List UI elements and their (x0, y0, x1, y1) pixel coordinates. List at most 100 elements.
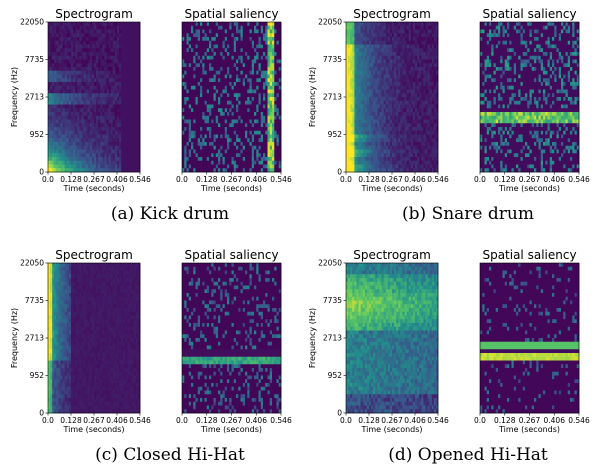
heatmap-cell (274, 67, 277, 72)
heatmap-cell (231, 82, 235, 87)
heatmap-cell (242, 93, 246, 98)
heatmap-cell (354, 123, 357, 128)
heatmap-cell (408, 59, 412, 64)
panel-title: Spectrogram (353, 7, 431, 21)
heatmap-cell (209, 142, 212, 147)
heatmap-cell (356, 85, 359, 90)
heatmap-cell (73, 85, 76, 90)
heatmap-cell (352, 44, 355, 49)
heatmap-cell (211, 37, 214, 42)
heatmap-cell (247, 48, 250, 53)
heatmap-cell (389, 55, 393, 60)
heatmap-cell (364, 52, 368, 57)
heatmap-cell (274, 115, 277, 120)
heatmap-cell (240, 157, 244, 162)
heatmap-cell (58, 127, 61, 132)
heatmap-cell (245, 138, 248, 143)
heatmap-cell (425, 70, 428, 75)
heatmap-cell (58, 97, 61, 102)
heatmap-cell (272, 33, 275, 38)
heatmap-cell (75, 29, 78, 34)
heatmap-cell (50, 153, 53, 158)
heatmap-cell (400, 33, 403, 38)
heatmap-cell (383, 44, 387, 49)
heatmap-cell (133, 160, 137, 165)
heatmap-cell (127, 52, 130, 57)
heatmap-cell (256, 59, 259, 64)
heatmap-cell (137, 157, 141, 162)
heatmap-cell (100, 138, 103, 143)
heatmap-cell (100, 55, 103, 60)
heatmap-cell (276, 48, 280, 53)
heatmap-cell (220, 67, 223, 72)
heatmap-cell (191, 37, 194, 42)
heatmap-cell (369, 74, 372, 79)
heatmap-cell (62, 164, 66, 169)
heatmap-cell (117, 168, 120, 173)
heatmap-cell (73, 112, 76, 117)
heatmap-cell (112, 48, 116, 53)
heatmap-cell (100, 40, 103, 45)
heatmap-cell (233, 123, 237, 128)
heatmap-cell (278, 108, 282, 113)
heatmap-cell (129, 29, 132, 34)
heatmap-cell (108, 59, 112, 64)
heatmap-cell (64, 59, 68, 64)
heatmap-cell (211, 33, 214, 38)
heatmap-cell (220, 63, 223, 68)
heatmap-cell (236, 130, 239, 135)
heatmap-cell (406, 127, 410, 132)
heatmap-cell (375, 44, 378, 49)
heatmap-cell (402, 74, 405, 79)
heatmap-cell (231, 134, 235, 139)
heatmap-cell (433, 89, 437, 94)
heatmap-cell (433, 55, 437, 60)
heatmap-cell (412, 74, 416, 79)
heatmap-cell (260, 22, 264, 27)
heatmap-cell (56, 104, 59, 109)
heatmap-cell (96, 164, 99, 169)
heatmap-cell (410, 37, 414, 42)
heatmap-cell (121, 25, 124, 30)
heatmap-cell (188, 115, 192, 120)
heatmap-cell (231, 108, 235, 113)
heatmap-cell (85, 119, 89, 124)
heatmap-cell (191, 29, 194, 34)
heatmap-cell (224, 100, 228, 105)
heatmap-cell (135, 85, 139, 90)
heatmap-cell (125, 48, 128, 53)
heatmap-cell (364, 104, 368, 109)
heatmap-cell (79, 78, 82, 83)
heatmap-cell (251, 37, 255, 42)
heatmap-cell (254, 108, 257, 113)
heatmap-cell (94, 89, 97, 94)
heatmap-cell (81, 85, 84, 90)
heatmap-cell (231, 145, 235, 150)
heatmap-cell (137, 37, 141, 42)
heatmap-cell (371, 25, 374, 30)
heatmap-cell (87, 52, 91, 57)
heatmap-cell (263, 40, 266, 45)
heatmap-cell (383, 93, 387, 98)
heatmap-cell (64, 22, 68, 27)
heatmap-cell (431, 82, 435, 87)
heatmap-cell (362, 115, 366, 120)
heatmap-cell (112, 52, 116, 57)
heatmap-cell (98, 142, 101, 147)
heatmap-cell (348, 63, 351, 68)
heatmap-cell (415, 25, 418, 30)
heatmap-cell (346, 112, 349, 117)
heatmap-cell (404, 63, 407, 68)
heatmap-cell (209, 74, 212, 79)
heatmap-cell (98, 123, 101, 128)
heatmap-cell (256, 145, 259, 150)
heatmap-cell (350, 130, 353, 135)
heatmap-cell (366, 142, 370, 147)
heatmap-cell (425, 74, 428, 79)
heatmap-cell (238, 70, 241, 75)
heatmap-cell (58, 145, 61, 150)
heatmap-cell (184, 33, 187, 38)
heatmap-cell (71, 74, 74, 79)
heatmap-cell (392, 112, 395, 117)
heatmap-cell (98, 44, 101, 49)
